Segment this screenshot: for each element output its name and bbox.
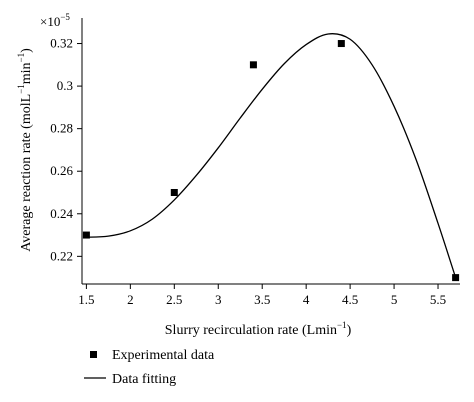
x-ticks: 1.5 2 2.5 3 3.5 4 4.5 5 5.5	[78, 284, 446, 307]
data-point-marker	[249, 61, 257, 69]
markers	[82, 40, 460, 282]
x-tick-label: 2	[127, 292, 134, 307]
y-tick-label: 0.32	[50, 36, 73, 51]
x-tick-label: 2.5	[166, 292, 182, 307]
x-axis-title: Slurry recirculation rate (Lmin−1)	[165, 320, 352, 338]
y-multiplier: ×10−5	[40, 12, 70, 29]
x-tick-label: 5	[391, 292, 398, 307]
data-point-marker	[82, 231, 90, 239]
y-tick-label: 0.24	[50, 206, 73, 221]
legend-square-marker	[90, 351, 97, 358]
y-tick-label: 0.22	[50, 248, 73, 263]
x-tick-label: 3	[215, 292, 222, 307]
legend: Experimental data Data fitting	[84, 348, 215, 387]
y-ticks: 0.22 0.24 0.26 0.28 0.3 0.32	[50, 36, 82, 263]
y-tick-label: 0.26	[50, 163, 73, 178]
y-tick-label: 0.28	[50, 121, 73, 136]
data-point-marker	[452, 274, 460, 282]
legend-item-experimental: Experimental data	[90, 348, 215, 363]
plot-area: 1.5 2 2.5 3 3.5 4 4.5 5 5.5 0.220.240.260.280.30…	[50, 18, 460, 307]
fit-curve	[86, 33, 457, 278]
data-point-marker	[337, 40, 345, 48]
x-tick-label: 4.5	[342, 292, 358, 307]
legend-label-experimental: Experimental data	[112, 348, 215, 363]
y-axis-title: Average reaction rate (molL−1min−1)	[16, 48, 34, 252]
x-tick-label: 5.5	[430, 292, 446, 307]
x-tick-label: 4	[303, 292, 310, 307]
data-point-marker	[170, 188, 178, 196]
y-tick-label: 0.3	[57, 78, 73, 93]
x-tick-label: 1.5	[78, 292, 94, 307]
x-tick-label: 3.5	[254, 292, 270, 307]
legend-label-fitting: Data fitting	[112, 372, 176, 387]
legend-item-fitting: Data fitting	[84, 372, 176, 387]
